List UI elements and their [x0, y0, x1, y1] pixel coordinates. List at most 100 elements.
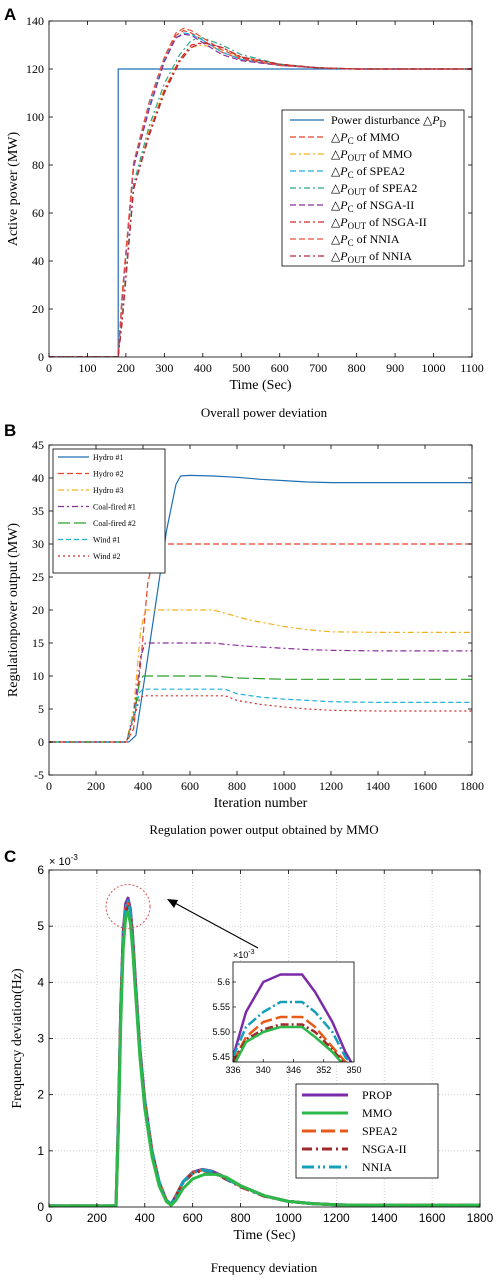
x-tick-label: 900	[386, 361, 404, 375]
chart-c: 0 200 400 600 800 1000 1200 1400 1600 1800 0 1 2 3 4 5 6…	[10, 853, 494, 1243]
series-line-1	[49, 68, 472, 357]
inset-series-line-5	[234, 1025, 343, 1062]
legend-sub: OUT	[348, 221, 367, 231]
legend-text: Hydro #2	[93, 469, 123, 478]
legend-text: Wind #1	[93, 535, 120, 544]
x-tick-label: 1000	[272, 779, 296, 793]
series-line-6	[49, 688, 472, 743]
y-tick-label: 25	[32, 570, 44, 584]
x-tick-label: 800	[228, 779, 246, 793]
panel-letter-b: B	[4, 421, 16, 440]
x-tick-label: 300	[155, 361, 173, 375]
y-axis-label: Frequency deviation(Hz)	[10, 968, 25, 1109]
y-tick-label: 100	[26, 110, 44, 124]
legend-tail: of SPEA2	[366, 181, 417, 195]
legend-text: Wind #2	[93, 552, 120, 561]
x-tick-label: 200	[87, 779, 105, 793]
legend-var: P	[339, 198, 348, 212]
legend-label-7: Wind #2	[93, 552, 120, 561]
y-tick-label: 2	[37, 1088, 44, 1102]
inset-series-group	[233, 973, 353, 1062]
legend-text: △	[331, 130, 341, 144]
plot-frame	[48, 20, 473, 358]
inset-x-tick-label: 340	[256, 1065, 271, 1075]
inset-y-tick-label: 5.45	[212, 1052, 230, 1062]
legend-text: △	[331, 232, 341, 246]
y-tick-label: 0	[37, 1200, 44, 1214]
legend-label-4: △PC of SPEA2	[331, 164, 405, 180]
legend-text: △	[331, 147, 341, 161]
y-tick-label: 40	[32, 471, 44, 485]
legend-c-label-2: MMO	[362, 1106, 392, 1120]
x-tick-label: 200	[117, 361, 135, 375]
legend-tail: of MMO	[354, 130, 400, 144]
x-tick-label: 1000	[275, 1211, 302, 1225]
legend-var: P	[339, 232, 348, 246]
caption-a: Overall power deviation	[201, 405, 328, 420]
inset-exponent-label: ×10-3	[233, 949, 255, 960]
panel-letter-c: C	[4, 847, 16, 866]
series-group	[49, 27, 472, 357]
x-axis-label: Time (Sec)	[233, 1228, 295, 1243]
legend-var: P	[339, 164, 348, 178]
x-tick-label: 1400	[371, 1211, 398, 1225]
y-tick-label: 5	[37, 919, 44, 933]
chart-a: 0 100 200 300 400 500 600 700 800 900 1000 1100 0 20 4…	[6, 14, 484, 393]
x-axis-label: Time (Sec)	[229, 378, 291, 393]
x-tick-label: 400	[194, 361, 212, 375]
x-tick-label: 100	[78, 361, 96, 375]
y-axis-label: Active power (MW)	[6, 132, 21, 247]
y-tick-label: 20	[32, 603, 44, 617]
x-tick-label: 1600	[419, 1211, 446, 1225]
x-tick-label: 700	[309, 361, 327, 375]
x-tick-label: 1000	[422, 361, 446, 375]
y-tick-label: 30	[32, 537, 44, 551]
legend-sub: C	[348, 204, 354, 214]
y-tick-label: -5	[34, 768, 44, 782]
y-tick-label: 35	[32, 504, 44, 518]
series-group	[49, 474, 472, 743]
legend-tail: of NNIA	[354, 232, 400, 246]
exponent-base: × 10	[49, 856, 71, 868]
x-tick-label: 800	[231, 1211, 251, 1225]
legend-label-3: Hydro #3	[93, 486, 123, 495]
legend-tail: of NSGA-II	[366, 215, 427, 229]
legend-sub: OUT	[348, 153, 367, 163]
legend-sub: OUT	[348, 187, 367, 197]
x-tick-label: 1200	[319, 779, 343, 793]
x-tick-label: 400	[134, 779, 152, 793]
legend-text: Hydro #1	[93, 453, 123, 462]
inset-x-tick-label: 350	[346, 1065, 361, 1075]
inset-series-line-1	[233, 973, 353, 1062]
legend-label-5: Coal-fired #2	[93, 519, 136, 528]
legend-c-label-5: NNIA	[362, 1160, 392, 1174]
x-tick-label: 200	[87, 1211, 107, 1225]
y-tick-label: 120	[26, 62, 44, 76]
legend-box-c	[295, 1083, 439, 1179]
y-axis-label: Regulationpower output (MW)	[6, 523, 21, 698]
legend-label-2: Hydro #2	[93, 469, 123, 478]
y-tick-label: 1	[37, 1144, 44, 1158]
legend-var: P	[339, 249, 348, 263]
legend-text: △	[331, 164, 341, 178]
x-tick-label: 600	[183, 1211, 203, 1225]
series-line-3	[49, 609, 472, 743]
inset-background	[233, 962, 354, 1062]
y-tick-label: 10	[32, 669, 44, 683]
y-tick-label: 40	[32, 254, 44, 268]
legend-sub: D	[440, 119, 447, 129]
y-tick-label: 0	[38, 735, 44, 749]
y-tick-label: 15	[32, 636, 44, 650]
legend-text: Coal-fired #1	[93, 502, 136, 511]
legend-c-label-4: NSGA-II	[362, 1142, 407, 1156]
y-tick-label: 5	[38, 702, 44, 716]
x-tick-label: 1800	[460, 779, 484, 793]
x-tick-label: 0	[46, 779, 52, 793]
legend-var: P	[339, 147, 348, 161]
legend-text: Hydro #3	[93, 486, 123, 495]
legend-text: Power disturbance △	[331, 113, 433, 127]
legend-text: △	[331, 249, 341, 263]
inset-x-tick-label: 346	[286, 1065, 301, 1075]
exponent-power: -3	[71, 853, 79, 862]
